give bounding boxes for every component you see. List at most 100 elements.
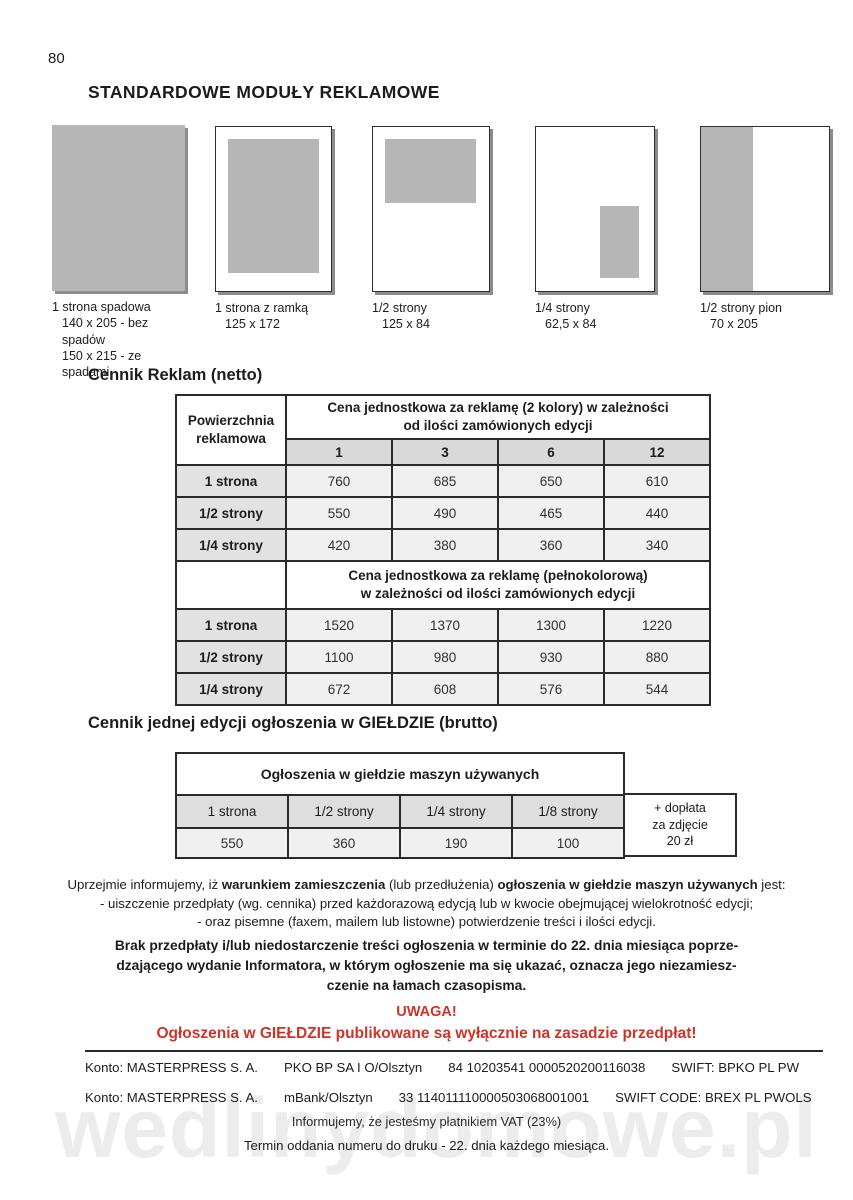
price-cell: 420 (285, 528, 393, 562)
brutto-header-cell: Ogłoszenia w giełdzie maszyn używanych (175, 752, 625, 796)
module-dimensions: 62,5 x 84 (545, 317, 597, 332)
terms-bullet: - uiszczenie przedpłaty (wg. cennika) pr… (99, 895, 754, 911)
brutto-price-table: Ogłoszenia w giełdzie maszyn używanych 1… (175, 752, 737, 859)
vat-notice: Informujemy, że jesteśmy płatnikiem VAT … (291, 1114, 562, 1129)
group2-header-row: Cena jednostkowa za reklamę (pełnokoloro… (175, 560, 711, 610)
table-row: 1/2 strony 1100 980 930 880 (175, 640, 711, 674)
price-cell: 544 (603, 672, 711, 706)
price-cell: 1300 (497, 608, 605, 642)
row-label-cell: 1/2 strony (175, 496, 287, 530)
price-cell: 340 (603, 528, 711, 562)
attention-notice: UWAGA! Ogłoszenia w GIEŁDZIE publikowane… (0, 1004, 853, 1043)
surcharge-line: za zdjęcie (652, 817, 708, 832)
column-header-cell: 1/8 strony (511, 794, 625, 829)
group2-header-cell: Cena jednostkowa za reklamę (pełnokoloro… (285, 560, 711, 610)
edition-header-cell: 6 (497, 438, 605, 466)
price-cell: 672 (285, 672, 393, 706)
ad-area-shape (385, 139, 476, 203)
page-number: 80 (48, 50, 65, 67)
row-label-cell: 1/4 strony (175, 528, 287, 562)
column-header-cell: 1/2 strony (287, 794, 401, 829)
ad-module-half-vertical: 1/2 strony pion 70 x 205 (700, 126, 830, 333)
row-label-cell: 1 strona (175, 464, 287, 498)
price-cell: 980 (391, 640, 499, 674)
group1-header-text: Cena jednostkowa za reklamę (327, 400, 523, 416)
photo-surcharge-cell: + dopłata za zdjęcie 20 zł (623, 793, 737, 857)
module-label: 1/2 strony 125 x 84 (372, 300, 490, 333)
price-cell: 1220 (603, 608, 711, 642)
terms-bold-text: warunkiem zamieszczenia (221, 877, 386, 892)
table-row: 1 strona 760 685 650 610 (175, 464, 711, 498)
ad-area-shape (701, 127, 754, 291)
swift-code: SWIFT: BPKO PL PW (671, 1060, 800, 1075)
price-cell: 1370 (391, 608, 499, 642)
module-name: 1/2 strony (372, 301, 427, 315)
price-cell: 760 (285, 464, 393, 498)
price-cell: 440 (603, 496, 711, 530)
column-header-cell: 1/4 strony (399, 794, 513, 829)
attention-title: UWAGA! (396, 1004, 457, 1020)
price-cell: 576 (497, 672, 605, 706)
ad-module-quarter-page: 1/4 strony 62,5 x 84 (535, 126, 655, 333)
price-cell: 608 (391, 672, 499, 706)
terms-bullet: - oraz pisemne (faxem, mailem lub listow… (197, 914, 656, 930)
terms-text: jest: (757, 877, 786, 892)
module-label: 1/4 strony 62,5 x 84 (535, 300, 655, 333)
terms-bold-text: ogłoszenia w giełdzie maszyn używanych (497, 877, 758, 892)
ad-area-shape (599, 205, 639, 278)
columns-header-row: 1 strona 1/2 strony 1/4 strony 1/8 stron… (175, 794, 625, 829)
surcharge-line: + dopłata (654, 800, 706, 815)
table-header-row: Powierzchnia reklamowa Cena jednostkowa … (175, 394, 711, 466)
module-dimensions: 150 x 215 - ze spadami (62, 348, 142, 379)
module-label: 1/2 strony pion 70 x 205 (700, 300, 830, 333)
edition-header-cell: 3 (391, 438, 499, 466)
values-row: 550 360 190 100 (175, 827, 625, 859)
module-label: 1 strona spadowa 140 x 205 - bez spadów … (52, 299, 185, 380)
module-dimensions: 70 x 205 (710, 317, 758, 332)
terms-text: Uprzejmie informujemy, iż (67, 877, 222, 892)
editions-header-row: 1 3 6 12 (176, 438, 711, 466)
bank-account-row: Konto: MASTERPRESS S. A. mBank/Olsztyn 3… (85, 1090, 812, 1105)
module-dimensions: 125 x 172 (225, 317, 280, 332)
module-diagram-full-bleed (52, 125, 185, 291)
bank-name: PKO BP SA I O/Olsztyn (283, 1060, 423, 1075)
price-cell: 650 (497, 464, 605, 498)
row-label-cell: 1/4 strony (175, 672, 287, 706)
brutto-section-heading: Cennik jednej edycji ogłoszenia w GIEŁDZ… (88, 714, 498, 732)
ad-area-shape (228, 139, 319, 273)
table-row: 1/4 strony 672 608 576 544 (175, 672, 711, 706)
column-header-cell: 1 strona (175, 794, 289, 829)
group2-header-text: w zależności od ilości zamówionych edycj… (360, 586, 636, 601)
price-cell: 930 (497, 640, 605, 674)
ad-module-framed-page: 1 strona z ramką 125 x 172 (215, 126, 332, 333)
module-name: 1 strona z ramką (215, 301, 309, 315)
account-number: 33 114011110000503068001001 (398, 1090, 590, 1105)
module-diagram-quarter (535, 126, 655, 292)
group1-header-text: od ilości zamówionych edycji (403, 418, 593, 433)
price-cell: 1520 (285, 608, 393, 642)
group1-header-cell: Cena jednostkowa za reklamę (2 kolory) w… (285, 394, 711, 440)
price-cell: 550 (175, 827, 289, 859)
terms-intro-line: Uprzejmie informujemy, iż warunkiem zami… (0, 876, 853, 895)
netto-price-table: Powierzchnia reklamowa Cena jednostkowa … (175, 394, 711, 706)
row-label-cell: 1 strona (175, 608, 287, 642)
horizontal-divider (85, 1050, 823, 1052)
empty-cell (175, 560, 287, 610)
netto-section-heading: Cennik Reklam (netto) (88, 366, 263, 384)
account-number: 84 10203541 0000520200116038 (448, 1060, 646, 1075)
price-cell: 465 (497, 496, 605, 530)
table-row: 1/2 strony 550 490 465 440 (175, 496, 711, 530)
group1-header-bold: (2 kolory) (522, 400, 584, 416)
price-cell: 1100 (285, 640, 393, 674)
prepayment-warning-paragraph: Brak przedpłaty i/lub niedostarczenie tr… (0, 936, 853, 996)
ad-module-full-bleed: 1 strona spadowa 140 x 205 - bez spadów … (52, 125, 185, 380)
watermark-text: wedlinydomowe.pl (55, 1081, 818, 1175)
price-cell: 190 (399, 827, 513, 859)
swift-code: SWIFT CODE: BREX PL PWOLS (615, 1090, 812, 1105)
module-diagram-half-vertical (700, 126, 830, 292)
module-name: 1/2 strony pion (700, 301, 782, 315)
module-label: 1 strona z ramką 125 x 172 (215, 300, 332, 333)
terms-text: (lub przedłużenia) (385, 877, 498, 892)
warning-line: czenie na łamach czasopisma. (326, 978, 527, 993)
ad-module-half-page: 1/2 strony 125 x 84 (372, 126, 490, 333)
